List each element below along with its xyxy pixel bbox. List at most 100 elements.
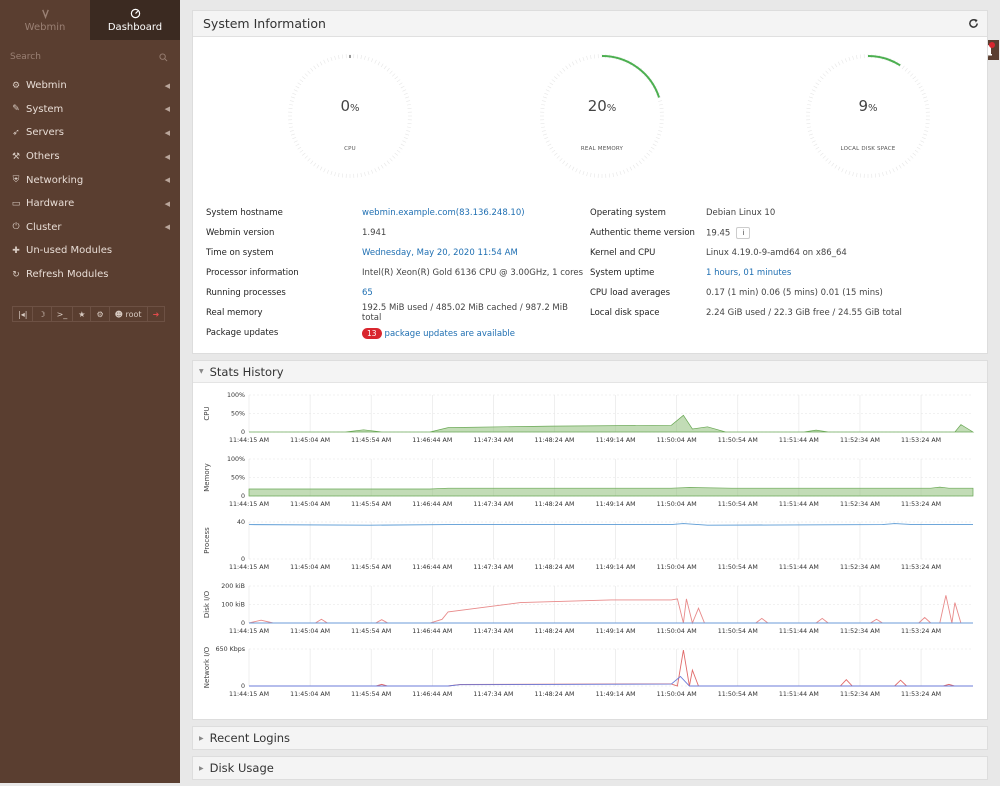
sidebar-search[interactable]: Search: [0, 40, 180, 74]
gauge-number: 9: [858, 97, 868, 115]
x-tick-label: 11:50:04 AM: [657, 501, 697, 508]
sidebar-item-label: Webmin: [26, 80, 165, 91]
x-tick-label: 11:44:15 AM: [229, 691, 269, 698]
hdd-icon: ▭: [10, 199, 22, 209]
sidebar-item-refresh-modules[interactable]: ↻Refresh Modules: [0, 263, 180, 287]
tab-dashboard-label: Dashboard: [108, 22, 162, 33]
x-tick-label: 11:49:14 AM: [596, 628, 636, 635]
sidebar: Webmin Dashboard Search ⚙Webmin◀✎System◀…: [0, 0, 180, 783]
recent-logins-header[interactable]: ▶ Recent Logins: [193, 727, 987, 749]
x-tick-label: 11:47:34 AM: [473, 501, 513, 508]
tab-webmin-label: Webmin: [25, 22, 66, 33]
x-tick-label: 11:46:44 AM: [412, 501, 452, 508]
user-button[interactable]: ☻ root: [109, 306, 148, 322]
sidebar-item-system[interactable]: ✎System◀: [0, 98, 180, 122]
night-mode-button[interactable]: ☽: [32, 306, 51, 322]
series-line: [249, 650, 973, 686]
y-tick-label: 100 kiB: [221, 601, 245, 608]
disk-usage-header[interactable]: ▶ Disk Usage: [193, 757, 987, 779]
terminal-button[interactable]: >_: [51, 306, 74, 322]
favorites-button[interactable]: ★: [72, 306, 91, 322]
collapse-icon: |◂|: [18, 310, 27, 319]
y-axis-label: Disk I/O: [203, 590, 211, 618]
x-tick-label: 11:49:14 AM: [596, 501, 636, 508]
sidebar-item-label: Un-used Modules: [26, 245, 170, 256]
sidebar-item-un-used-modules[interactable]: ✚Un-used Modules: [0, 239, 180, 263]
logout-button[interactable]: ➜: [147, 306, 166, 322]
info-key: Time on system: [206, 248, 362, 258]
sidebar-item-others[interactable]: ⚒Others◀: [0, 145, 180, 169]
sidebar-item-cluster[interactable]: ⏻Cluster◀: [0, 216, 180, 240]
x-tick-label: 11:44:15 AM: [229, 437, 269, 444]
gauge-arc: [868, 56, 900, 65]
sidebar-item-label: Cluster: [26, 222, 165, 233]
info-value: 19.45 i: [706, 227, 750, 239]
gauge-unit: %: [607, 103, 617, 114]
x-tick-label: 11:45:04 AM: [290, 437, 330, 444]
x-tick-label: 11:49:14 AM: [596, 564, 636, 571]
x-tick-label: 11:47:34 AM: [473, 691, 513, 698]
gauge-local-disk-space: 9%LOCAL DISK SPACE: [803, 51, 933, 181]
x-tick-label: 11:53:24 AM: [901, 564, 941, 571]
info-key: Authentic theme version: [590, 228, 706, 238]
x-tick-label: 11:50:04 AM: [657, 564, 697, 571]
chevron-left-icon: ◀: [165, 200, 170, 208]
panel-title: System Information: [203, 16, 326, 31]
x-tick-label: 11:51:44 AM: [779, 437, 819, 444]
info-value[interactable]: Wednesday, May 20, 2020 11:54 AM: [362, 248, 518, 258]
search-icon[interactable]: [159, 53, 168, 62]
y-tick-label: 40: [237, 519, 245, 526]
power-icon: ⏻: [10, 222, 22, 232]
x-tick-label: 11:50:04 AM: [657, 628, 697, 635]
moon-icon: ☽: [38, 310, 45, 319]
search-input[interactable]: Search: [10, 52, 41, 62]
x-tick-label: 11:48:24 AM: [534, 564, 574, 571]
sidebar-toolbar: |◂| ☽ >_ ★ ⚙ ☻ root ➜: [12, 306, 168, 322]
stats-history-header[interactable]: ▼ Stats History: [193, 361, 987, 383]
tab-webmin[interactable]: Webmin: [0, 0, 90, 40]
disk-usage-title: Disk Usage: [210, 761, 274, 775]
wrench-icon: ✎: [10, 104, 22, 114]
chevron-left-icon: ◀: [165, 176, 170, 184]
x-tick-label: 11:49:14 AM: [596, 437, 636, 444]
info-value[interactable]: 65: [362, 288, 373, 298]
theme-settings-button[interactable]: ⚙: [90, 306, 109, 322]
info-icon[interactable]: i: [736, 227, 750, 239]
sidebar-item-hardware[interactable]: ▭Hardware◀: [0, 192, 180, 216]
info-key: Webmin version: [206, 228, 362, 238]
info-key: Running processes: [206, 288, 362, 298]
x-tick-label: 11:48:24 AM: [534, 501, 574, 508]
terminal-icon: >_: [57, 310, 68, 319]
sidebar-item-networking[interactable]: ⛨Networking◀: [0, 168, 180, 192]
info-value[interactable]: 1 hours, 01 minutes: [706, 268, 791, 278]
info-key: System hostname: [206, 208, 362, 218]
x-tick-label: 11:51:44 AM: [779, 564, 819, 571]
sidebar-item-servers[interactable]: ➶Servers◀: [0, 121, 180, 145]
sidebar-item-webmin[interactable]: ⚙Webmin◀: [0, 74, 180, 98]
info-value-text: Debian Linux 10: [706, 208, 775, 218]
gauge-unit: %: [868, 103, 878, 114]
info-key: Package updates: [206, 328, 362, 338]
x-tick-label: 11:47:34 AM: [473, 628, 513, 635]
refresh-icon[interactable]: [968, 18, 979, 29]
star-icon: ★: [78, 310, 85, 319]
info-value-text: 19.45: [706, 229, 730, 239]
tab-dashboard[interactable]: Dashboard: [90, 0, 180, 40]
dashboard-icon: [130, 8, 141, 19]
collapse-sidebar-button[interactable]: |◂|: [12, 306, 33, 322]
x-tick-label: 11:44:15 AM: [229, 501, 269, 508]
x-tick-label: 11:48:24 AM: [534, 691, 574, 698]
sidebar-item-label: Servers: [26, 127, 165, 138]
x-tick-label: 11:50:54 AM: [718, 437, 758, 444]
y-tick-label: 0: [241, 683, 245, 690]
info-value[interactable]: webmin.example.com(83.136.248.10): [362, 208, 525, 218]
caret-down-icon: ▼: [199, 368, 204, 375]
x-tick-label: 11:50:04 AM: [657, 437, 697, 444]
info-value-text: Intel(R) Xeon(R) Gold 6136 CPU @ 3.00GHz…: [362, 268, 583, 278]
y-tick-label: 100%: [227, 456, 245, 463]
gauge-unit: %: [350, 103, 360, 114]
